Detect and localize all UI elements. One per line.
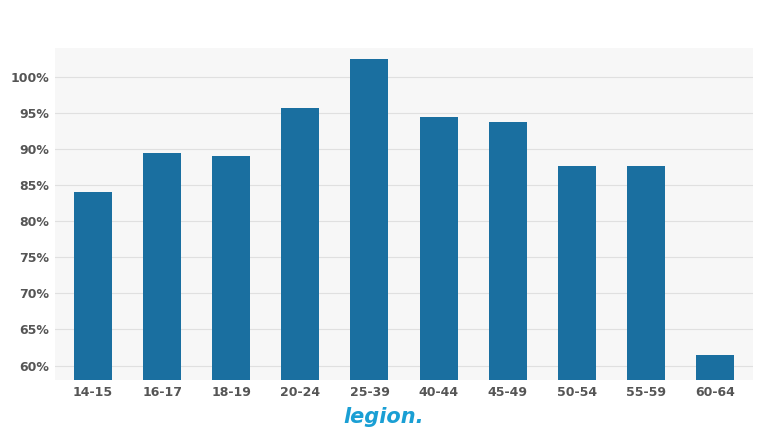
Text: PERCENT BY AGE: PERCENT BY AGE — [305, 11, 463, 29]
Bar — [419, 117, 458, 444]
Bar — [143, 153, 181, 444]
Bar — [212, 156, 250, 444]
Bar — [488, 122, 527, 444]
Bar — [696, 355, 734, 444]
Bar — [558, 166, 596, 444]
Text: legion.: legion. — [344, 407, 424, 427]
Bar — [281, 108, 319, 444]
Bar — [627, 166, 665, 444]
Bar — [350, 59, 389, 444]
Bar — [74, 192, 112, 444]
